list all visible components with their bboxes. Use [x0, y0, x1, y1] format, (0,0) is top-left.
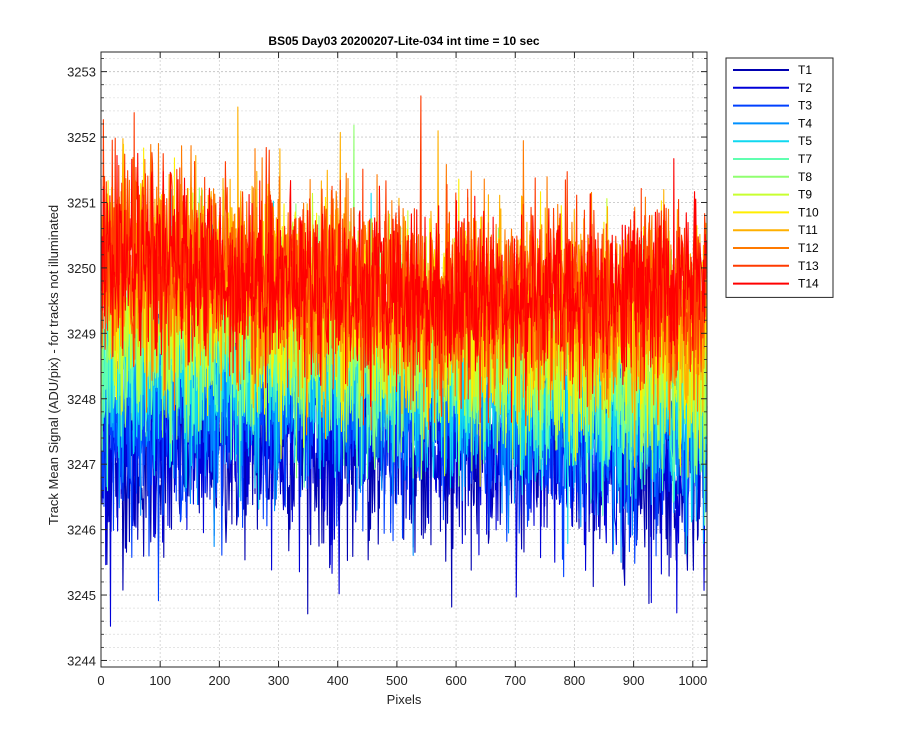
y-tick-label: 3245 — [67, 588, 96, 603]
legend-label-T2: T2 — [798, 81, 812, 95]
legend-label-T10: T10 — [798, 205, 819, 219]
series-line-T2 — [100, 313, 708, 627]
y-tick-label: 3252 — [67, 130, 96, 145]
x-tick-label: 400 — [327, 673, 349, 688]
x-tick-label: 300 — [268, 673, 290, 688]
legend-label-T12: T12 — [798, 241, 819, 255]
series-line-T14 — [100, 152, 708, 423]
y-tick-label: 3247 — [67, 457, 96, 472]
y-tick-label: 3244 — [67, 653, 96, 668]
legend-label-T5: T5 — [798, 134, 812, 148]
x-tick-label: 700 — [504, 673, 526, 688]
x-tick-label: 1000 — [678, 673, 707, 688]
legend-label-T13: T13 — [798, 259, 819, 273]
x-tick-label: 200 — [209, 673, 231, 688]
series-lines — [100, 95, 708, 627]
legend: T1 T2 T3 T4 T5 T7 T8 T9 T10 T11 T12 T13 T14 — [725, 57, 834, 298]
x-tick-label: 600 — [445, 673, 467, 688]
y-tick-label: 3249 — [67, 326, 96, 341]
legend-label-T7: T7 — [798, 152, 812, 166]
x-tick-label: 500 — [386, 673, 408, 688]
x-tick-label: 0 — [97, 673, 104, 688]
legend-label-T14: T14 — [798, 277, 819, 291]
y-tick-label: 3248 — [67, 392, 96, 407]
chart-title: BS05 Day03 20200207-Lite-034 int time = … — [268, 34, 539, 48]
legend-label-T9: T9 — [798, 188, 812, 202]
y-tick-label: 3246 — [67, 523, 96, 538]
legend-label-T4: T4 — [798, 116, 812, 130]
legend-label-T3: T3 — [798, 99, 812, 113]
legend-label-T8: T8 — [798, 170, 812, 184]
x-tick-label: 900 — [623, 673, 645, 688]
x-tick-label: 100 — [149, 673, 171, 688]
legend-label-T11: T11 — [798, 223, 818, 237]
x-tick-label: 800 — [564, 673, 586, 688]
y-tick-label: 3250 — [67, 261, 96, 276]
x-axis-label: Pixels — [387, 692, 422, 707]
y-tick-label: 3251 — [67, 195, 96, 210]
legend-label-T1: T1 — [798, 63, 812, 77]
y-axis-label: Track Mean Signal (ADU/pix) - for tracks… — [46, 205, 61, 525]
y-tick-label: 3253 — [67, 65, 96, 80]
axes: 0 100 200 300 400 500 600 700 800 900 1000 3244 3245… — [67, 51, 708, 688]
